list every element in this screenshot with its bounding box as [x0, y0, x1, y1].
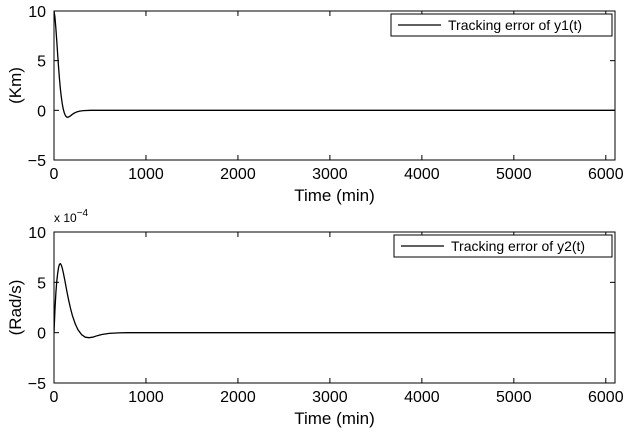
x-tick-label: 4000 — [404, 166, 440, 183]
x-tick-label: 0 — [50, 166, 59, 183]
y-tick-label: 10 — [28, 225, 46, 242]
x-tick-label: 2000 — [220, 166, 256, 183]
x-tick-label: 5000 — [496, 389, 532, 406]
scale-note: x 10−4 — [54, 208, 89, 225]
y-tick-label: −5 — [28, 376, 46, 393]
series-line-1 — [54, 11, 615, 118]
x-axis-label: Time (min) — [294, 186, 375, 205]
y-tick-label: 0 — [37, 103, 46, 120]
x-tick-label: 6000 — [588, 166, 624, 183]
y-tick-label: 10 — [28, 4, 46, 21]
legend: Tracking error of y2(t) — [393, 234, 613, 258]
y-tick-label: 5 — [37, 54, 46, 71]
x-tick-label: 1000 — [128, 166, 164, 183]
legend-label: Tracking error of y1(t) — [448, 17, 582, 33]
legend-box — [393, 234, 613, 258]
legend-box — [390, 13, 613, 37]
y-axis-label: (Rad/s) — [6, 280, 25, 336]
x-tick-label: 2000 — [220, 389, 256, 406]
x-axis-label: Time (min) — [294, 409, 375, 428]
x-tick-label: 3000 — [312, 389, 348, 406]
y-tick-label: 5 — [37, 275, 46, 292]
x-tick-label: 4000 — [404, 389, 440, 406]
legend-label: Tracking error of y2(t) — [451, 238, 585, 254]
y-tick-label: −5 — [28, 153, 46, 170]
y-tick-label: 0 — [37, 326, 46, 343]
x-tick-label: 0 — [50, 389, 59, 406]
scale-note-base: x 10 — [54, 211, 77, 225]
series-line-1 — [54, 262, 615, 339]
legend: Tracking error of y1(t) — [390, 13, 613, 37]
x-tick-label: 3000 — [312, 166, 348, 183]
x-tick-label: 6000 — [588, 389, 624, 406]
x-tick-label: 5000 — [496, 166, 532, 183]
scale-note-exponent: −4 — [77, 208, 89, 219]
x-tick-label: 1000 — [128, 389, 164, 406]
y-axis-label: (Km) — [6, 67, 25, 104]
